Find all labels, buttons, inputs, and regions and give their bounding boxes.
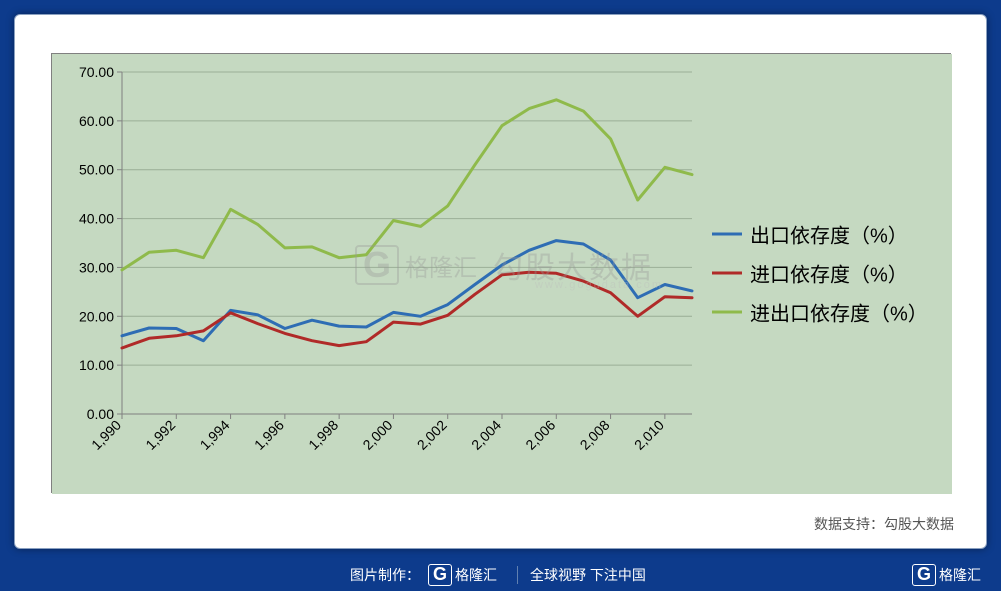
footer-brand: 格隆汇 — [455, 565, 497, 585]
svg-text:60.00: 60.00 — [79, 113, 114, 129]
footer-right-logo-icon: G — [912, 564, 936, 586]
svg-text:30.00: 30.00 — [79, 259, 114, 275]
legend-label: 进出口依存度（%） — [750, 298, 928, 327]
legend-swatch — [712, 272, 742, 275]
legend-item: 进出口依存度（%） — [712, 298, 928, 327]
footer-bar: 图片制作： G 格隆汇 全球视野 下注中国 G 格隆汇 — [0, 559, 1001, 591]
legend-swatch — [712, 233, 742, 236]
svg-text:20.00: 20.00 — [79, 308, 114, 324]
legend-label: 进口依存度（%） — [750, 259, 908, 288]
legend-item: 进口依存度（%） — [712, 259, 928, 288]
legend-label: 出口依存度（%） — [750, 220, 908, 249]
svg-text:40.00: 40.00 — [79, 211, 114, 227]
data-support-label: 数据支持：勾股大数据 — [814, 514, 954, 534]
footer-right-brand: 格隆汇 — [939, 565, 981, 585]
footer-logo-icon: G — [428, 564, 452, 586]
legend-item: 出口依存度（%） — [712, 220, 928, 249]
footer-credit-label: 图片制作： — [350, 565, 420, 585]
footer-logo: G 格隆汇 — [428, 564, 497, 586]
footer-divider — [517, 566, 518, 584]
svg-text:70.00: 70.00 — [79, 64, 114, 80]
legend-swatch — [712, 311, 742, 314]
legend: 出口依存度（%） 进口依存度（%） 进出口依存度（%） — [712, 210, 928, 337]
svg-text:10.00: 10.00 — [79, 357, 114, 373]
chart-area: 0.0010.0020.0030.0040.0050.0060.0070.001… — [51, 53, 951, 493]
footer-credit: 图片制作： G 格隆汇 全球视野 下注中国 — [350, 564, 646, 586]
footer-slogan: 全球视野 下注中国 — [530, 565, 646, 585]
svg-text:50.00: 50.00 — [79, 162, 114, 178]
footer-right-logo: G 格隆汇 — [904, 564, 989, 586]
chart-panel: 0.0010.0020.0030.0040.0050.0060.0070.001… — [14, 14, 987, 549]
